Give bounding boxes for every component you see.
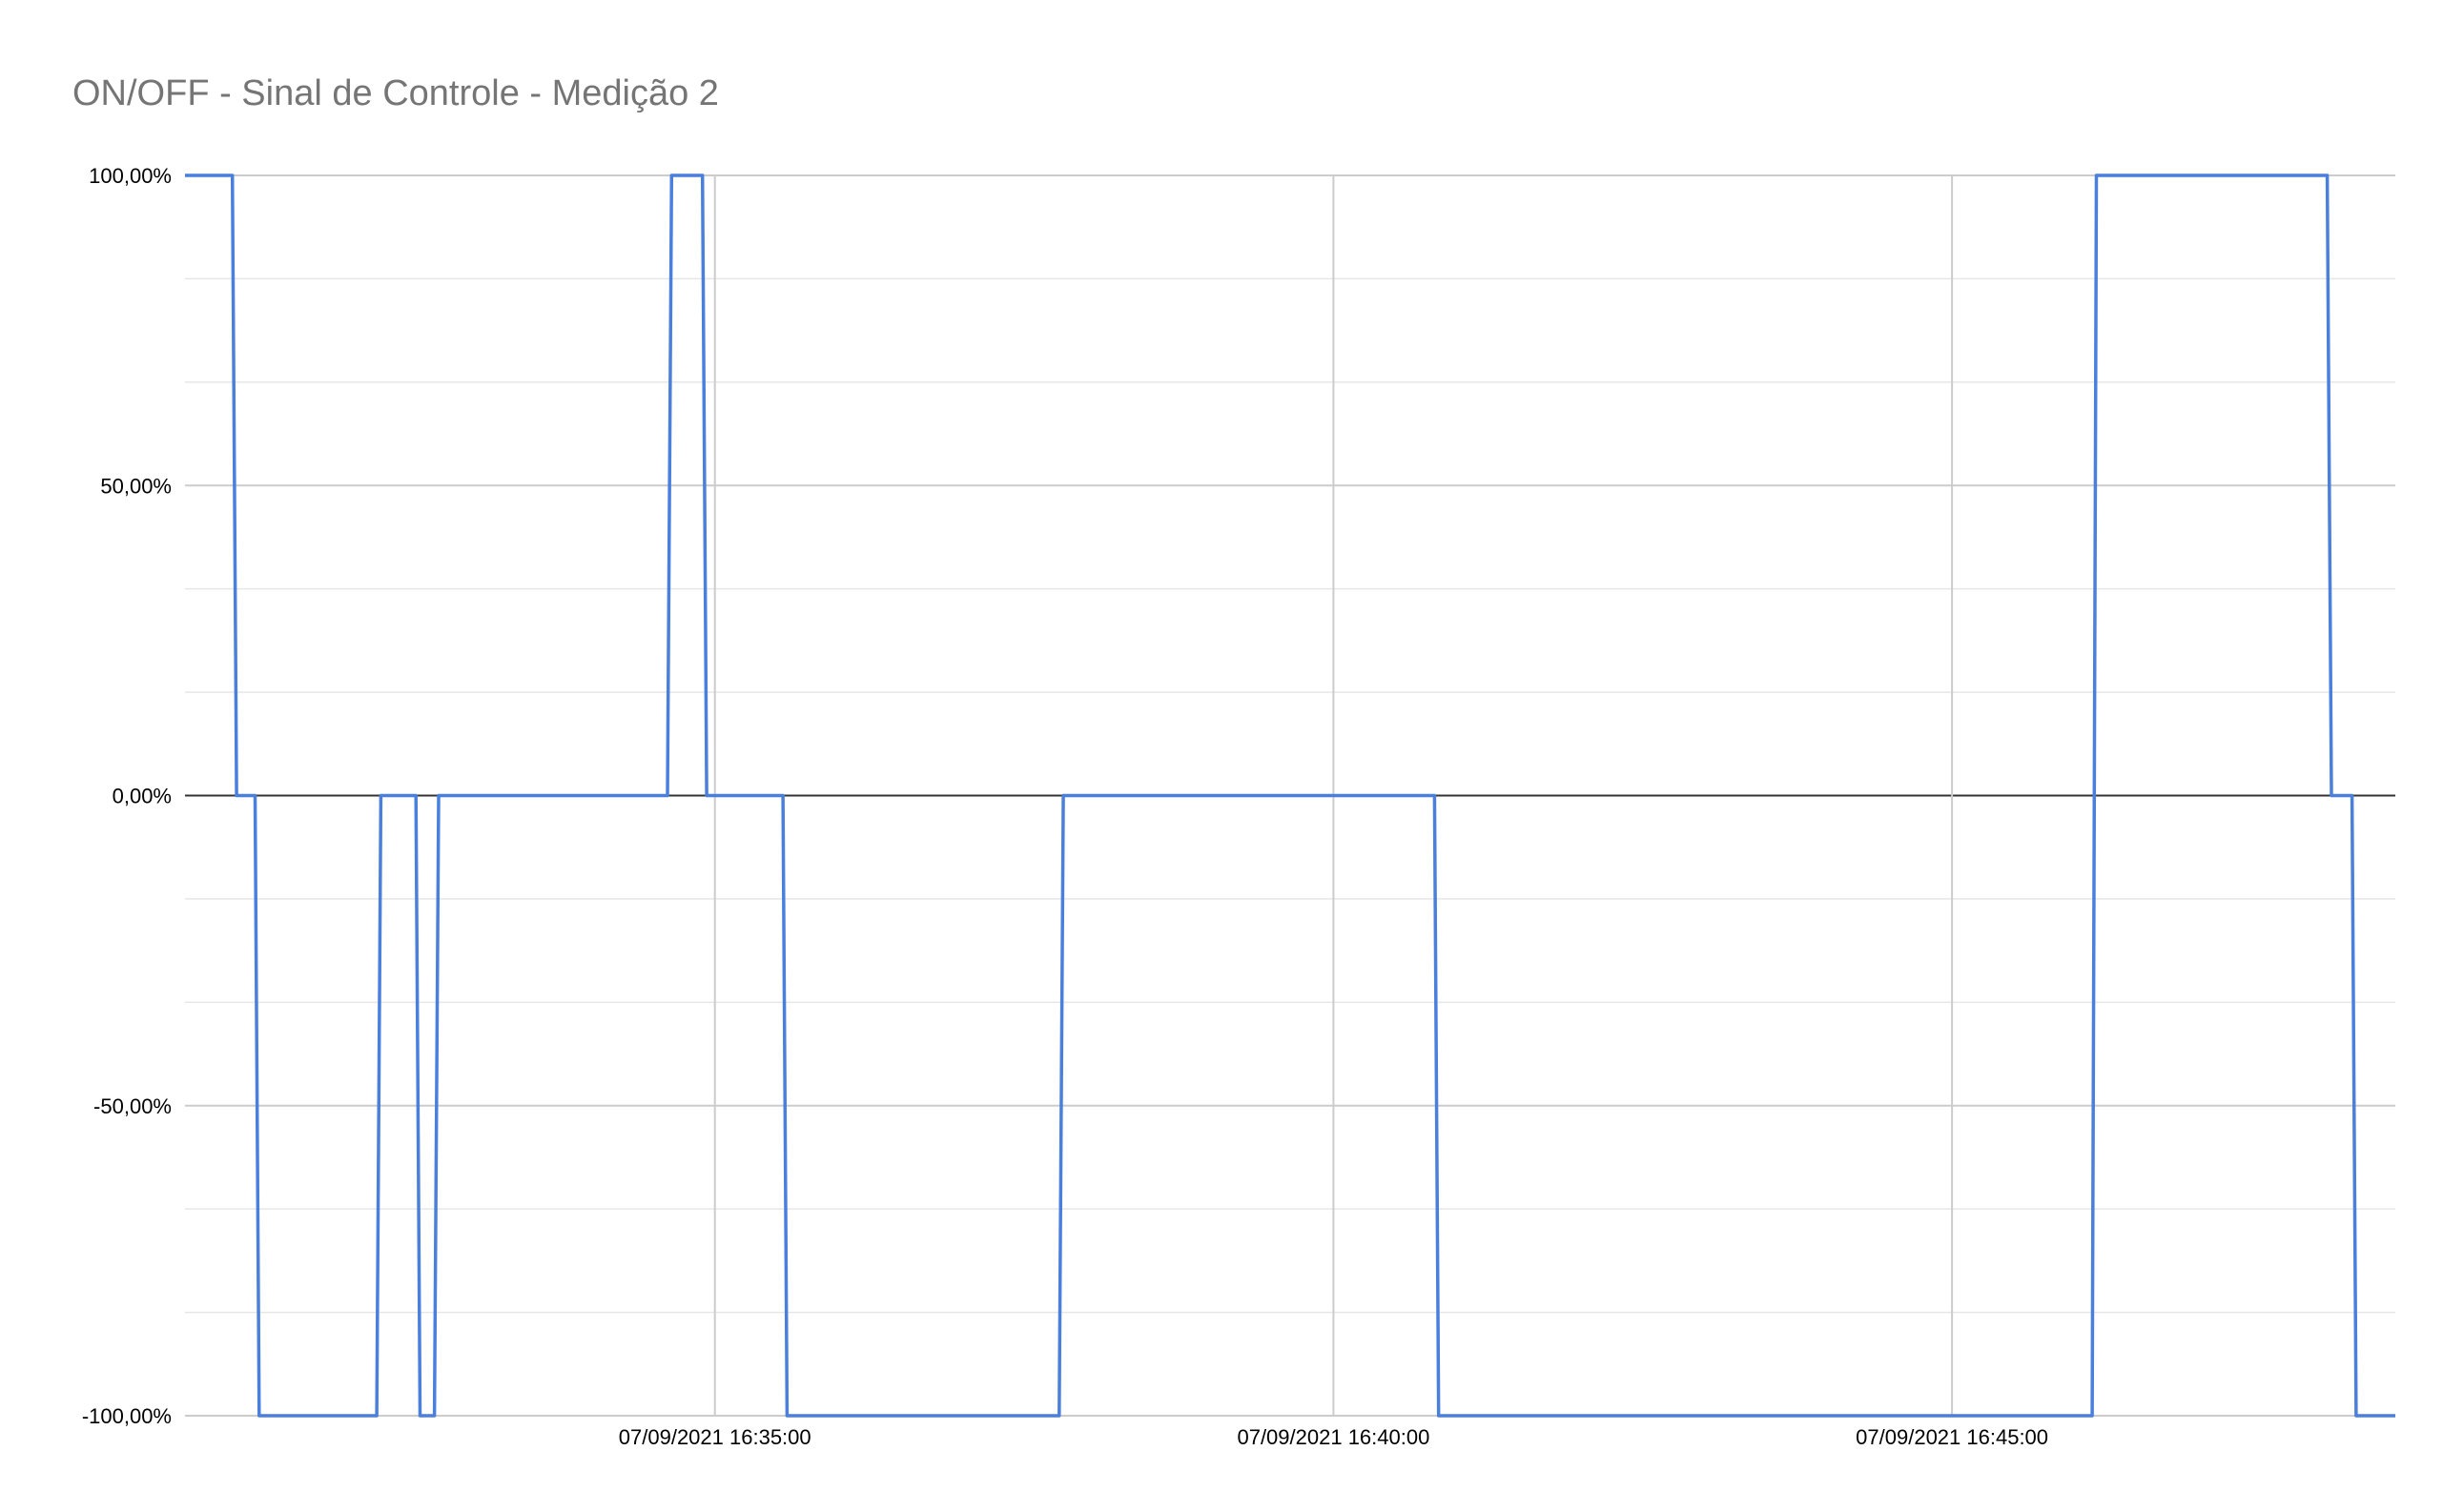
- x-tick-label: 07/09/2021 16:35:00: [619, 1425, 811, 1449]
- series-layer: [185, 174, 2395, 1418]
- x-tick-label: 07/09/2021 16:40:00: [1237, 1425, 1429, 1449]
- y-tick-label: 100,00%: [89, 164, 172, 188]
- chart-title: ON/OFF - Sinal de Controle - Medição 2: [72, 73, 719, 113]
- y-tick-label: 0,00%: [113, 785, 172, 808]
- series-line-1: [185, 174, 2395, 1418]
- x-axis: 07/09/2021 16:35:00 07/09/2021 16:40:00 07…: [619, 1425, 2048, 1449]
- y-axis: 100,00% 50,00% 0,00% -50,00% -100,00%: [82, 164, 172, 1428]
- x-tick-label: 07/09/2021 16:45:00: [1856, 1425, 2048, 1449]
- y-tick-label: -50,00%: [93, 1094, 172, 1118]
- y-tick-label: -100,00%: [82, 1404, 172, 1428]
- y-tick-label: 50,00%: [100, 474, 172, 498]
